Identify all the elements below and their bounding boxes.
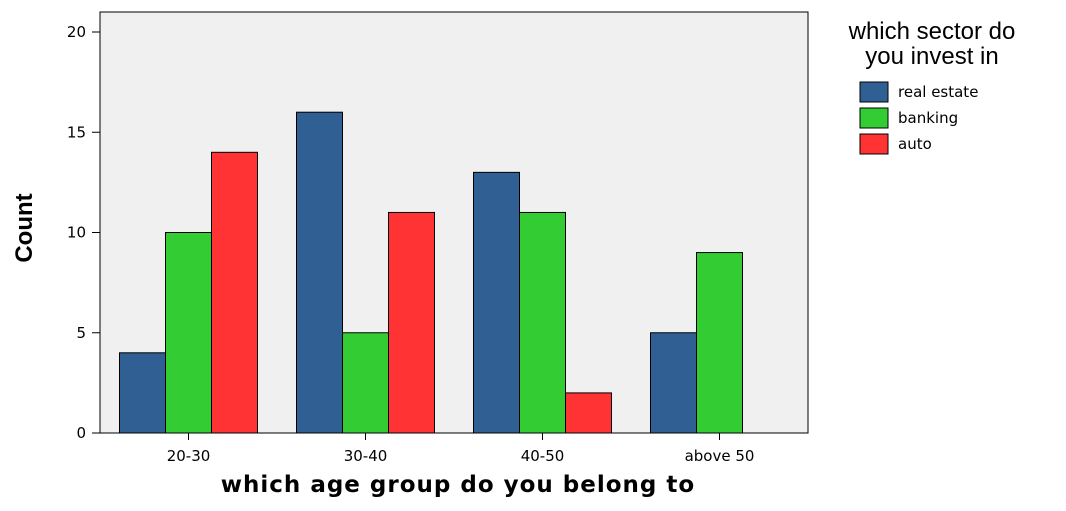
bar-30-40-real-estate: [296, 111, 343, 434]
legend-title-line-1: which sector do: [848, 18, 1016, 45]
y-tick-label-20: 20: [67, 23, 86, 41]
legend-swatch-banking: [859, 107, 889, 129]
y-tick-label-5: 5: [76, 324, 86, 342]
y-axis-label: Count: [11, 193, 38, 262]
bar-above-50-banking: [696, 252, 743, 434]
bar-30-40-banking: [342, 332, 389, 434]
legend-swatch-real-estate: [859, 81, 889, 103]
bar-40-50-banking: [519, 211, 566, 434]
bar-20-30-real-estate: [119, 352, 166, 434]
legend-title-line-2: you invest in: [865, 43, 998, 70]
y-tick-label-0: 0: [76, 424, 86, 442]
legend-label-banking: banking: [898, 109, 958, 127]
legend-swatch-auto: [859, 133, 889, 155]
bar-40-50-auto: [565, 392, 612, 434]
bar-above-50-real-estate: [650, 332, 697, 434]
x-tick-label-40-50: 40-50: [521, 447, 565, 465]
x-tick-label-20-30: 20-30: [167, 447, 211, 465]
x-axis-label: which age group do you belong to: [221, 472, 695, 498]
y-tick-label-10: 10: [67, 224, 86, 242]
legend-items: real estate banking auto: [859, 81, 978, 155]
legend: which sector do you invest in real estat…: [848, 18, 1016, 155]
legend-label-auto: auto: [898, 135, 932, 153]
bar-30-40-auto: [388, 211, 435, 434]
legend-label-real-estate: real estate: [898, 83, 978, 101]
bar-20-30-banking: [165, 232, 212, 434]
x-axis: 20-30 30-40 40-50 above 50: [167, 433, 755, 465]
y-tick-label-15: 15: [67, 123, 86, 141]
bars: [119, 111, 743, 434]
x-tick-label-30-40: 30-40: [344, 447, 388, 465]
x-tick-label-above-50: above 50: [685, 447, 755, 465]
bar-40-50-real-estate: [473, 171, 520, 434]
bar-20-30-auto: [211, 151, 258, 434]
y-axis: 0 5 10 15 20: [67, 23, 100, 442]
